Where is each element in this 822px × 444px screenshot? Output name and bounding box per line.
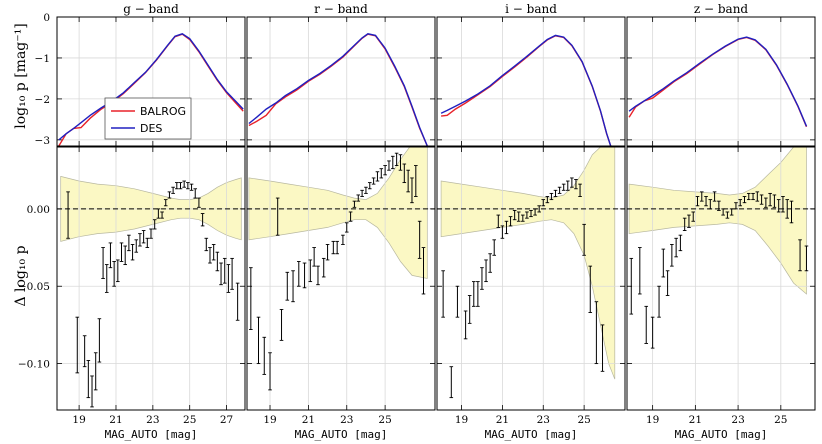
bottom-panel-2-uncertainty-band [248, 147, 428, 279]
bottom-panel-2-x-axis-label: MAG_AUTO [mag] [295, 428, 388, 441]
top-panel-3-des-line [440, 34, 612, 146]
bottom-panel-1-y-tick-label: −0.10 [18, 359, 50, 371]
top-panel-1-frame [56, 16, 246, 147]
bottom-panel-3-x-tick-label: 21 [496, 414, 509, 426]
bottom-panel-2-frame [246, 146, 436, 411]
legend-box [104, 97, 192, 140]
bottom-panel-4-x-tick-label: 21 [689, 414, 702, 426]
top-panel-3-title: i − band [505, 2, 557, 16]
top-panel-1-y-tick-label: −2 [35, 94, 50, 106]
top-panel-4-title: z − band [694, 2, 749, 16]
top-panel-4-des-line [628, 36, 808, 127]
bottom-panel-1-y-tick-label: 0.00 [27, 204, 50, 216]
bottom-panel-4-x-tick-label: 23 [731, 414, 744, 426]
bottom-panel-4-error-bars [629, 191, 809, 349]
bottom-panel-1-frame [56, 146, 246, 411]
top-panel-3-frame [436, 16, 626, 147]
top-panel-1-y-tick-label: 0 [43, 12, 50, 24]
bottom-panel-1-x-tick-label: 21 [109, 414, 122, 426]
top-panel-1-title: g − band [123, 2, 179, 16]
top-panel-2-title: r − band [314, 2, 368, 16]
bottom-panel-1-x-axis-label: MAG_AUTO [mag] [105, 428, 198, 441]
bottom-panel-1-x-tick-label: 19 [72, 414, 85, 426]
bottom-panel-3-frame [436, 146, 626, 411]
legend-label-des: DES [140, 122, 162, 135]
top-y-axis-label: log₁₀ p [mag⁻¹] [13, 23, 29, 128]
top-panel-4-frame [626, 16, 816, 147]
bottom-panel-1-x-tick-label: 27 [220, 414, 233, 426]
bottom-panel-1-error-bars [66, 180, 240, 408]
bottom-panel-2-x-tick-label: 23 [340, 414, 353, 426]
legend-label-balrog: BALROG [140, 105, 186, 118]
bottom-panel-2-error-bars [249, 152, 426, 391]
top-panel-2-des-line [248, 33, 428, 146]
bottom-panel-3-x-axis-label: MAG_AUTO [mag] [485, 428, 578, 441]
top-panel-1-y-tick-label: −1 [35, 53, 50, 65]
bottom-panel-4-x-axis-label: MAG_AUTO [mag] [675, 428, 768, 441]
bottom-panel-2-x-tick-label: 25 [378, 414, 391, 426]
bottom-panel-1-x-tick-label: 25 [183, 414, 196, 426]
bottom-panel-3-error-bars [441, 177, 605, 399]
bottom-panel-4-frame [626, 146, 816, 411]
bottom-panel-1-y-tick-label: −0.05 [18, 281, 50, 293]
bottom-panel-4-x-tick-label: 19 [646, 414, 659, 426]
bottom-panel-3-x-tick-label: 23 [537, 414, 550, 426]
bottom-panel-3-uncertainty-band [440, 147, 616, 380]
top-panel-2-frame [246, 16, 436, 147]
bottom-panel-3-x-tick-label: 25 [577, 414, 590, 426]
top-panel-1-y-tick-label: −3 [35, 135, 50, 147]
bottom-panel-2-x-tick-label: 21 [302, 414, 315, 426]
bottom-panel-3-x-tick-label: 19 [455, 414, 468, 426]
bottom-panel-4-x-tick-label: 25 [774, 414, 787, 426]
bottom-panel-2-x-tick-label: 19 [263, 414, 276, 426]
bottom-y-axis-label: Δ log₁₀ p [13, 245, 29, 306]
top-panel-1-des-line [58, 33, 244, 141]
bottom-panel-1-x-tick-label: 23 [146, 414, 159, 426]
